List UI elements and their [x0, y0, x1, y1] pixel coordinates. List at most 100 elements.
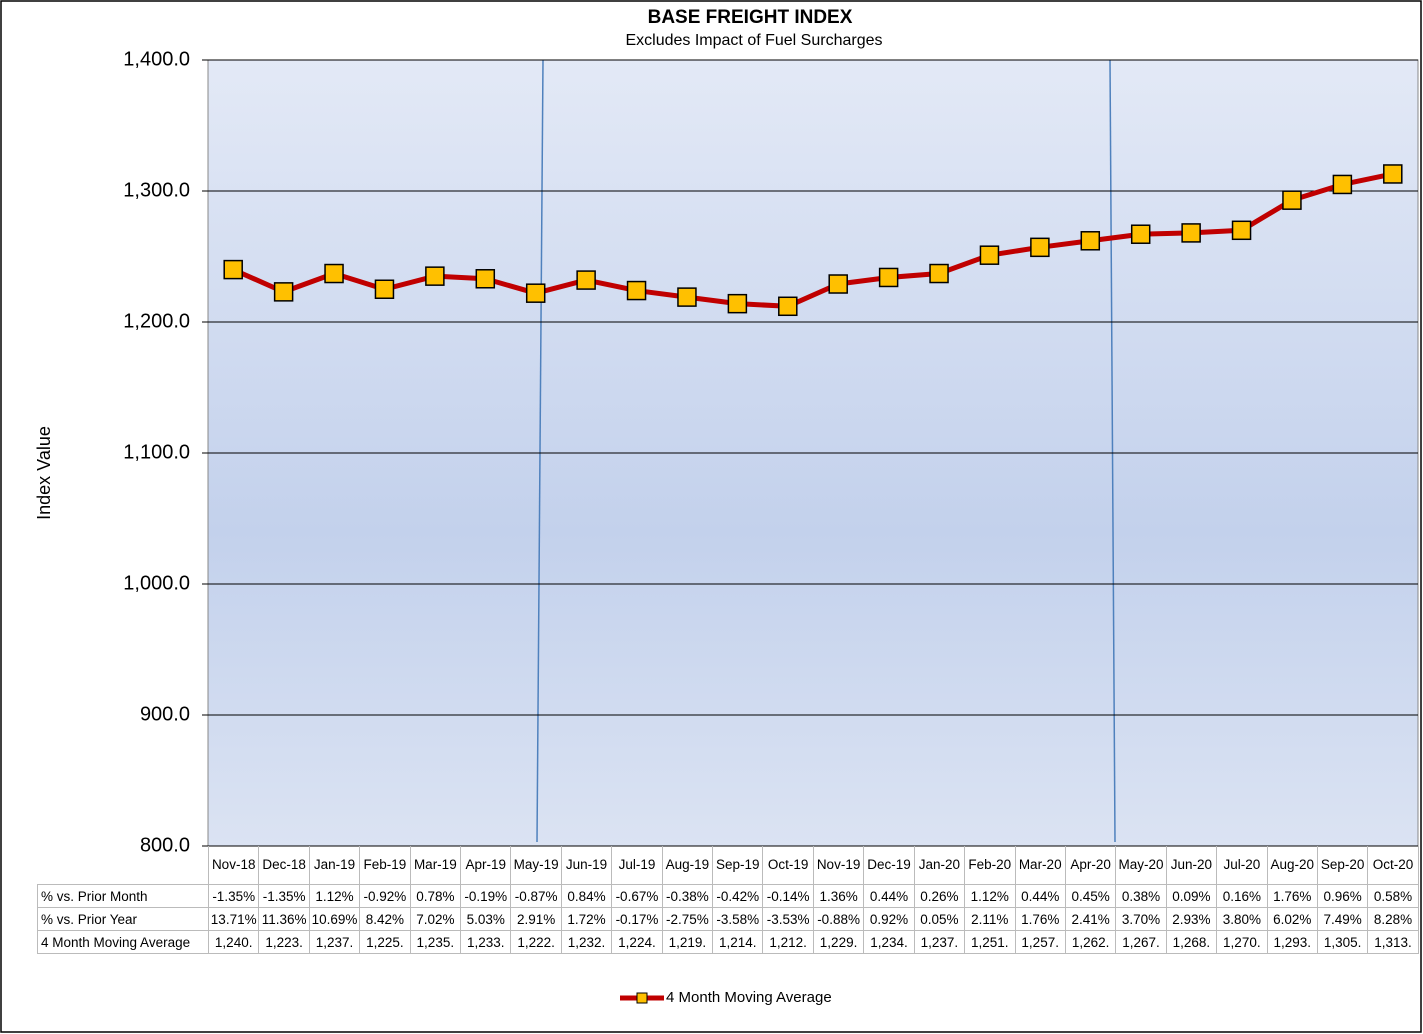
marker	[1030, 237, 1050, 258]
table-cell: Apr-20	[1064, 846, 1117, 885]
table-cell: 1,234.	[863, 930, 915, 954]
y-tick-label: 1,000.0	[123, 572, 190, 594]
table-cell: Nov-19	[812, 846, 865, 885]
table-cell: 1,233.	[460, 930, 512, 954]
marker	[576, 270, 596, 290]
table-cell: % vs. Prior Month	[37, 884, 209, 908]
table-cell: -0.14%	[762, 884, 814, 908]
table-cell: 1,237.	[308, 930, 361, 954]
table-cell: 4 Month Moving Average	[37, 930, 209, 954]
table-cell: -0.38%	[661, 884, 714, 908]
table-cell: 1,219.	[661, 930, 714, 954]
table-cell: 6.02%	[1266, 907, 1318, 931]
y-tick-label: 1,400.0	[123, 48, 190, 70]
table-cell: 0.26%	[913, 884, 966, 908]
table-row: % vs. Prior Year 13.71% 11.36% 10.69% 8.42% 7…	[37, 907, 1419, 931]
table-cell: Apr-19	[460, 846, 512, 885]
table-cell: % vs. Prior Year	[37, 907, 209, 931]
table-cell: 2.91%	[510, 907, 562, 931]
chart-title: BASE FREIGHT INDEX	[648, 7, 853, 28]
table-cell: 0.92%	[863, 907, 915, 931]
table-cell: 1.12%	[964, 884, 1016, 908]
table-cell: -1.35%	[207, 884, 260, 908]
marker	[979, 245, 1000, 265]
table-row: 4 Month Moving Average 1,240. 1,223. 1,237.…	[37, 930, 1419, 954]
table-cell: Feb-19	[359, 846, 411, 885]
table-cell: Jun-19	[560, 846, 613, 885]
table-cell: -0.42%	[712, 884, 764, 908]
table-row: % vs. Prior Month -1.35% -1.35% 1.12% -0.92%…	[37, 884, 1419, 908]
table-cell: 0.96%	[1316, 884, 1369, 908]
table-cell: -3.58%	[712, 907, 764, 931]
table-cell: 1,232.	[560, 930, 613, 954]
table-cell: Dec-19	[863, 846, 915, 885]
legend-marker	[636, 992, 648, 1004]
marker	[1282, 190, 1302, 210]
table-cell: 11.36%	[258, 907, 310, 931]
y-tick-label: 800.0	[140, 834, 190, 856]
marker	[1231, 220, 1252, 241]
table-cell: 0.16%	[1216, 884, 1268, 908]
table-cell: Sep-19	[712, 846, 764, 885]
table-cell: 1,235.	[409, 930, 462, 954]
y-tick-label: 1,300.0	[123, 179, 190, 201]
table-cell: 1.76%	[1014, 907, 1066, 931]
divider	[1109, 59, 1116, 843]
table-cell: 1,270.	[1216, 930, 1268, 954]
table-cell: Sep-20	[1316, 846, 1369, 885]
table-cell: -0.92%	[359, 884, 411, 908]
marker	[525, 283, 546, 303]
table-cell: Aug-20	[1266, 846, 1318, 885]
y-tick-label: 900.0	[140, 703, 190, 725]
marker	[374, 279, 395, 299]
legend-label: 4 Month Moving Average	[666, 989, 832, 1006]
table-row: Nov-18 Dec-18 Jan-19 Feb-19 Mar-19 Apr-19 May-…	[38, 846, 1419, 885]
table-cell: 0.44%	[863, 884, 915, 908]
table-cell: 1,262.	[1064, 930, 1117, 954]
marker	[273, 282, 294, 302]
marker	[475, 269, 496, 289]
table-cell: 1,305.	[1316, 930, 1369, 954]
table-cell: Jan-20	[913, 846, 966, 885]
marker	[626, 280, 647, 301]
table-cell: 5.03%	[460, 907, 512, 931]
table-cell: -0.88%	[812, 907, 865, 931]
table-cell: 1,224.	[611, 930, 663, 954]
table-cell: 1,257.	[1014, 930, 1066, 954]
table-cell: 2.41%	[1064, 907, 1117, 931]
divider	[536, 59, 544, 843]
table-cell: Feb-20	[964, 846, 1016, 885]
table-cell: May-20	[1115, 846, 1167, 885]
table-cell: 1,240.	[207, 930, 260, 954]
table-cell: 8.28%	[1367, 907, 1419, 931]
marker	[1181, 223, 1201, 243]
table-cell: -0.67%	[611, 884, 663, 908]
y-tick-label: 1,200.0	[123, 310, 190, 332]
table-cell: Dec-18	[258, 846, 310, 885]
table-cell: 7.49%	[1316, 907, 1369, 931]
table-cell: 0.05%	[913, 907, 966, 931]
marker	[878, 267, 899, 288]
marker	[425, 266, 445, 286]
marker	[929, 263, 949, 284]
table-cell: 1.12%	[308, 884, 361, 908]
table-cell: 1,222.	[510, 930, 562, 954]
table-cell: -0.17%	[611, 907, 663, 931]
table-cell: 3.80%	[1216, 907, 1268, 931]
table-cell: Mar-19	[409, 846, 462, 885]
marker	[778, 296, 798, 317]
table-cell: 1,237.	[913, 930, 966, 954]
table-cell: 0.09%	[1165, 884, 1218, 908]
table-cell: 10.69%	[308, 907, 361, 931]
table-cell: 2.11%	[964, 907, 1016, 931]
table-cell: 0.38%	[1115, 884, 1167, 908]
table-cell: Jul-20	[1216, 846, 1268, 885]
table-cell: 1,313.	[1367, 930, 1419, 954]
table-cell: 1,293.	[1266, 930, 1318, 954]
table-cell: Jul-19	[611, 846, 663, 885]
marker	[828, 274, 848, 294]
table-cell: -0.19%	[460, 884, 512, 908]
table-cell: 13.71%	[207, 907, 260, 931]
table-corner	[38, 846, 209, 885]
table-cell: -2.75%	[661, 907, 714, 931]
